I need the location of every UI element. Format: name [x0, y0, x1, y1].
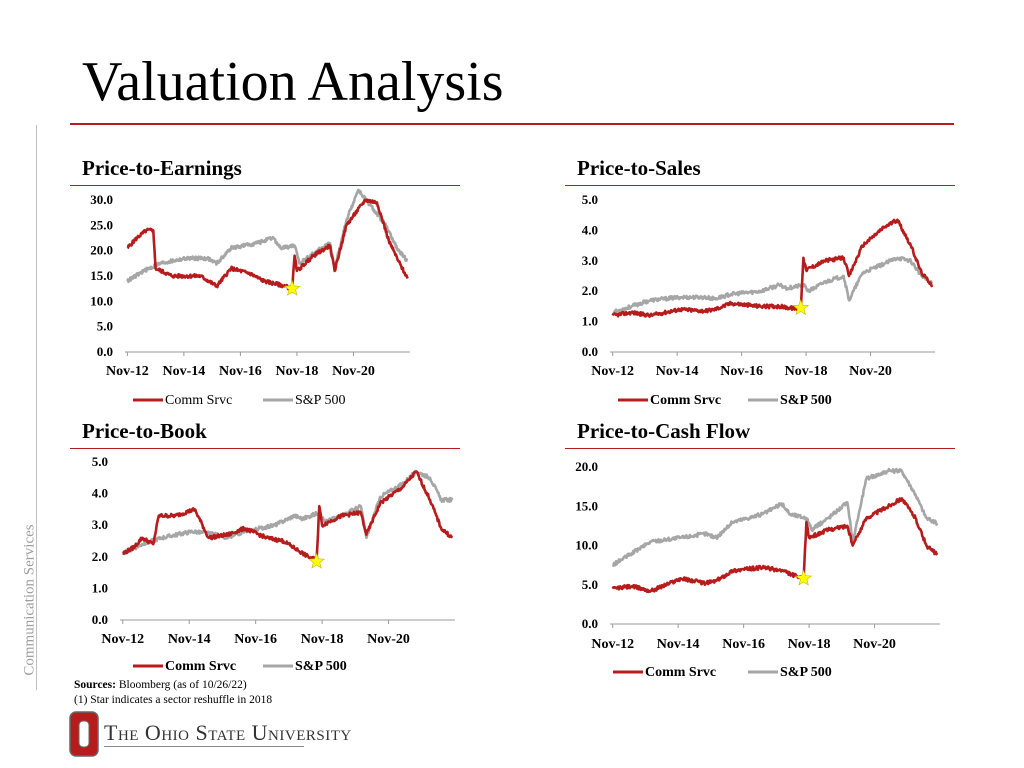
x-tick-label: Nov-18: [788, 637, 831, 652]
series-line-comm-srvc: [122, 470, 454, 563]
legend-label: Comm Srvc: [165, 393, 232, 408]
sector-reshuffle-star-icon: [308, 552, 326, 569]
x-tick-label: Nov-12: [101, 632, 144, 647]
y-tick-label: 20.0: [575, 459, 598, 474]
y-tick-label: 25.0: [90, 217, 113, 232]
title-divider: [70, 123, 954, 125]
series-line-comm-srvc: [611, 497, 939, 594]
y-tick-label: 10.0: [575, 538, 598, 553]
y-tick-label: 15.0: [575, 498, 598, 513]
ohio-state-logo: [69, 711, 99, 757]
y-tick-label: 15.0: [90, 268, 113, 283]
chart-divider-ps: [565, 185, 955, 186]
x-tick-label: Nov-18: [785, 364, 828, 379]
legend-label: Comm Srvc: [650, 393, 721, 408]
sources-label: Sources:: [74, 679, 116, 691]
y-tick-label: 2.0: [582, 283, 598, 298]
series-line-sp-500: [611, 467, 939, 567]
x-tick-label: Nov-18: [301, 632, 344, 647]
y-tick-label: 4.0: [582, 222, 598, 237]
y-tick-label: 4.0: [92, 486, 108, 501]
university-underline: [104, 746, 304, 747]
footnote: (1) Star indicates a sector reshuffle in…: [74, 694, 273, 706]
legend-label: S&P 500: [780, 665, 832, 680]
chart-title-pb: Price-to-Book: [82, 419, 207, 443]
sources-text: Bloomberg (as of 10/26/22): [115, 679, 247, 691]
y-tick-label: 5.0: [582, 577, 598, 592]
chart-title-ps: Price-to-Sales: [577, 156, 701, 180]
y-tick-label: 30.0: [90, 192, 113, 207]
y-tick-label: 3.0: [92, 517, 108, 532]
y-tick-label: 10.0: [90, 293, 113, 308]
sector-reshuffle-star-icon: [792, 299, 810, 316]
pcf-chart: 0.0 5.0 10.0 15.0 20.0 Nov-12 Nov-14 Nov-16 Nov-…: [575, 459, 940, 680]
y-tick-label: 1.0: [582, 314, 598, 329]
ps-chart: 0.0 1.0 2.0 3.0 4.0 5.0 Nov-12 Nov-14 Nov-16 Nov-…: [582, 192, 935, 408]
side-divider: [36, 125, 37, 690]
chart-title-pe: Price-to-Earnings: [82, 156, 242, 180]
y-tick-label: 1.0: [92, 580, 108, 595]
side-label: Communication Services: [21, 524, 38, 676]
x-tick-label: Nov-16: [720, 364, 763, 379]
x-tick-label: Nov-12: [591, 637, 634, 652]
chart-divider-pcf: [565, 448, 955, 449]
pe-chart: 0.0 5.0 10.0 15.0 20.0 25.0 30.0 Nov-12 Nov-14 No…: [90, 188, 410, 408]
legend-label: S&P 500: [295, 393, 345, 408]
x-tick-label: Nov-14: [162, 364, 205, 379]
x-tick-label: Nov-20: [849, 364, 892, 379]
series-line-comm-srvc: [611, 218, 934, 318]
legend-label: Comm Srvc: [165, 659, 236, 674]
legend-label: S&P 500: [295, 659, 347, 674]
series-line-comm-srvc: [126, 198, 409, 292]
y-tick-label: 2.0: [92, 549, 108, 564]
sources-note: Sources: Bloomberg (as of 10/26/22) (1) …: [74, 678, 272, 708]
y-tick-label: 5.0: [582, 192, 598, 207]
y-tick-label: 0.0: [582, 344, 598, 359]
x-tick-label: Nov-16: [219, 364, 262, 379]
x-tick-label: Nov-12: [106, 364, 149, 379]
series-line-sp-500: [126, 188, 409, 284]
y-tick-label: 0.0: [97, 344, 113, 359]
y-tick-label: 0.0: [582, 616, 598, 631]
y-tick-label: 0.0: [92, 612, 108, 627]
x-tick-label: Nov-14: [657, 637, 700, 652]
x-tick-label: Nov-20: [367, 632, 410, 647]
x-tick-label: Nov-18: [276, 364, 319, 379]
block-o-icon: [69, 711, 99, 757]
pb-chart: 0.0 1.0 2.0 3.0 4.0 5.0 Nov-12 Nov-14 Nov-16 Nov-…: [92, 454, 455, 674]
y-tick-label: 5.0: [97, 319, 113, 334]
x-tick-label: Nov-12: [591, 364, 634, 379]
sector-reshuffle-star-icon: [795, 569, 812, 586]
x-tick-label: Nov-14: [656, 364, 699, 379]
chart-divider-pb: [70, 448, 460, 449]
x-tick-label: Nov-16: [722, 637, 765, 652]
y-tick-label: 3.0: [582, 253, 598, 268]
x-tick-label: Nov-16: [234, 632, 277, 647]
university-name: The Ohio State University: [104, 720, 352, 745]
chart-title-pcf: Price-to-Cash Flow: [577, 419, 751, 443]
page-title: Valuation Analysis: [82, 51, 504, 113]
legend-label: Comm Srvc: [645, 665, 716, 680]
x-tick-label: Nov-14: [168, 632, 211, 647]
x-tick-label: Nov-20: [332, 364, 375, 379]
legend-label: S&P 500: [780, 393, 832, 408]
sector-reshuffle-star-icon: [283, 279, 301, 296]
chart-divider-pe: [70, 185, 460, 186]
y-tick-label: 20.0: [90, 243, 113, 258]
x-tick-label: Nov-20: [853, 637, 896, 652]
y-tick-label: 5.0: [92, 454, 108, 469]
series-line-sp-500: [612, 256, 934, 316]
